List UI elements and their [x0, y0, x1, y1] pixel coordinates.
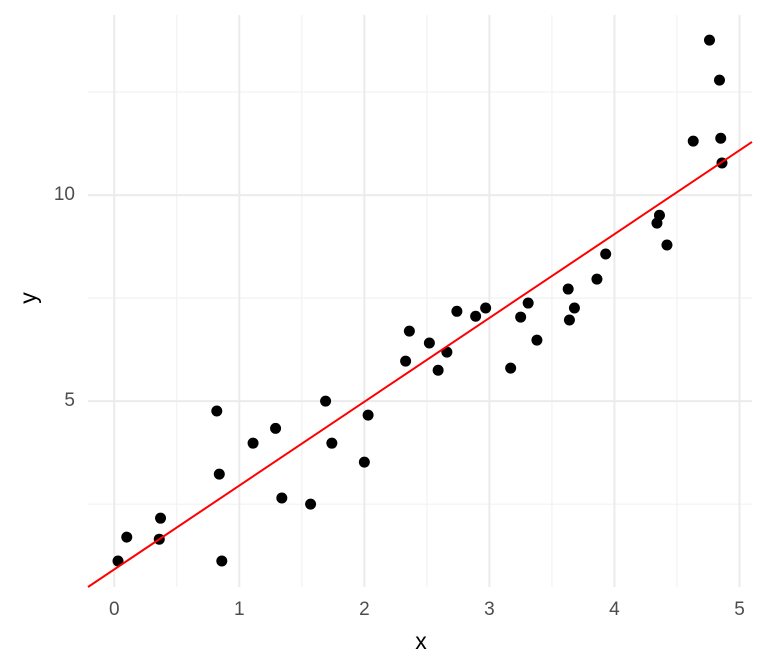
- point: [320, 395, 332, 407]
- point: [400, 355, 412, 367]
- point: [505, 362, 517, 374]
- point: [703, 34, 715, 46]
- point: [155, 512, 167, 524]
- x-tick-label: 2: [359, 599, 370, 620]
- x-tick-label: 4: [609, 599, 620, 620]
- point: [591, 273, 603, 285]
- point: [211, 405, 223, 417]
- point: [715, 132, 727, 144]
- point: [522, 297, 534, 309]
- point: [531, 334, 543, 346]
- point: [661, 239, 673, 251]
- point: [305, 498, 317, 510]
- point: [112, 555, 124, 567]
- point: [358, 456, 370, 468]
- point: [713, 74, 725, 86]
- point: [247, 437, 259, 449]
- point: [362, 409, 374, 421]
- point: [270, 422, 282, 434]
- x-tick-label: 5: [734, 599, 745, 620]
- x-tick-label: 0: [109, 599, 120, 620]
- point: [470, 310, 482, 322]
- x-tick-label: 1: [234, 599, 245, 620]
- point: [403, 325, 415, 337]
- point: [326, 437, 338, 449]
- point: [687, 135, 699, 147]
- x-axis-title: x: [415, 628, 427, 654]
- point: [653, 209, 665, 221]
- point: [515, 311, 527, 323]
- point: [213, 468, 225, 480]
- fit-line: [87, 141, 753, 588]
- x-tick-label: 3: [484, 599, 495, 620]
- point: [563, 314, 575, 326]
- point: [121, 531, 133, 543]
- point: [568, 302, 580, 314]
- point: [216, 555, 228, 567]
- point: [451, 305, 463, 317]
- point: [423, 337, 435, 349]
- point: [480, 302, 492, 314]
- point: [432, 364, 444, 376]
- y-axis-title: y: [15, 292, 41, 304]
- point: [562, 283, 574, 295]
- point: [600, 248, 612, 260]
- point: [276, 492, 288, 504]
- y-tick-label: 10: [54, 184, 75, 205]
- y-tick-label: 5: [64, 390, 75, 411]
